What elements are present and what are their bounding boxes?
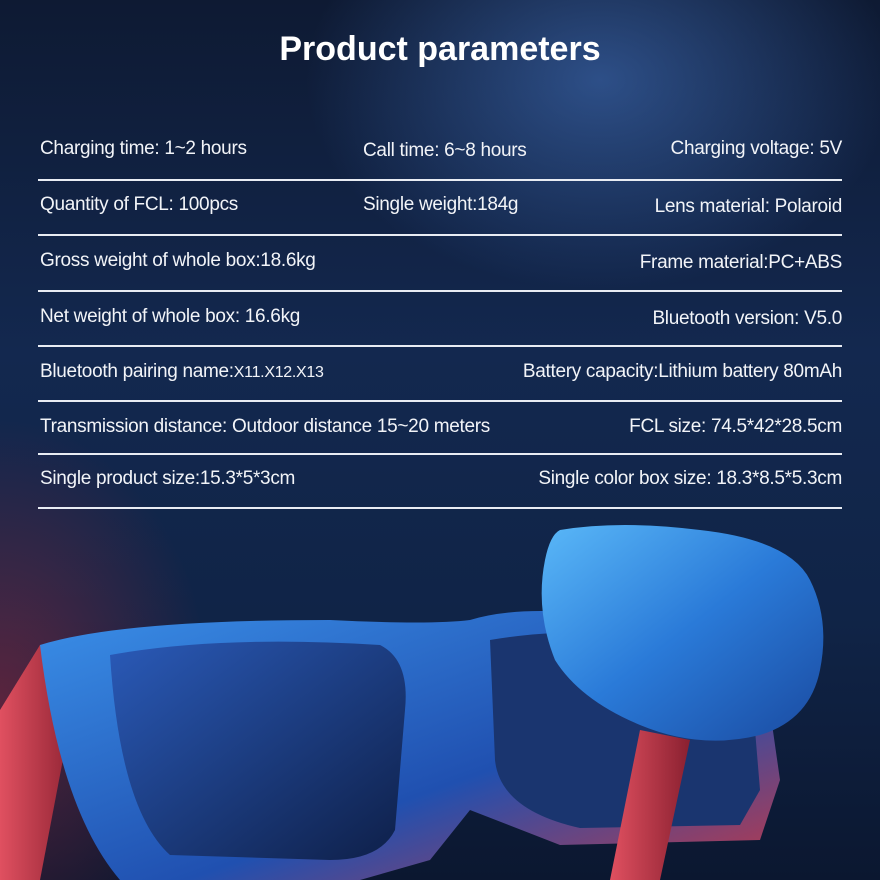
quantity-fcl: Quantity of FCL: 100pcs xyxy=(40,194,238,215)
spec-row: Charging time: 1~2 hours Call time: 6~8 … xyxy=(38,129,842,169)
battery-capacity: Battery capacity:Lithium battery 80mAh xyxy=(522,361,842,382)
divider xyxy=(38,290,842,292)
lens-material: Lens material: Polaroid xyxy=(654,196,843,217)
clip-on-lens xyxy=(541,525,824,741)
bluetooth-version: Bluetooth version: V5.0 xyxy=(652,308,842,329)
divider xyxy=(38,507,842,509)
frame-material: Frame material:PC+ABS xyxy=(639,252,843,273)
spec-row: Bluetooth pairing name:X11.X12.X13 Batte… xyxy=(38,352,842,392)
charging-time: Charging time: 1~2 hours xyxy=(40,138,247,159)
call-time: Call time: 6~8 hours xyxy=(363,140,527,161)
glasses-image xyxy=(0,525,824,880)
spec-row: Gross weight of whole box:18.6kg Frame m… xyxy=(38,241,842,281)
fcl-size: FCL size: 74.5*42*28.5cm xyxy=(629,416,842,437)
net-weight: Net weight of whole box: 16.6kg xyxy=(40,306,301,327)
single-weight: Single weight:184g xyxy=(363,194,519,215)
bluetooth-pairing-name: Bluetooth pairing name:X11.X12.X13 xyxy=(40,352,324,393)
single-product-size: Single product size:15.3*5*3cm xyxy=(40,468,296,489)
spec-row: Transmission distance: Outdoor distance … xyxy=(38,407,842,447)
pairing-label: Bluetooth pairing name: xyxy=(40,361,234,382)
page-title: Product parameters xyxy=(279,30,601,68)
color-box-size: Single color box size: 18.3*8.5*5.3cm xyxy=(538,468,842,489)
divider xyxy=(38,345,842,347)
gross-weight: Gross weight of whole box:18.6kg xyxy=(40,250,316,271)
transmission-distance: Transmission distance: Outdoor distance … xyxy=(40,416,490,437)
divider xyxy=(38,179,842,181)
spec-row: Net weight of whole box: 16.6kg Bluetoot… xyxy=(38,297,842,337)
spec-row: Quantity of FCL: 100pcs Single weight:18… xyxy=(38,185,842,225)
spec-row: Single product size:15.3*5*3cm Single co… xyxy=(38,459,842,499)
divider xyxy=(38,400,842,402)
divider xyxy=(38,453,842,455)
divider xyxy=(38,234,842,236)
charging-voltage: Charging voltage: 5V xyxy=(670,138,843,159)
left-lens xyxy=(110,641,406,860)
pairing-value: X11.X12.X13 xyxy=(233,364,324,381)
right-temple xyxy=(610,730,690,880)
